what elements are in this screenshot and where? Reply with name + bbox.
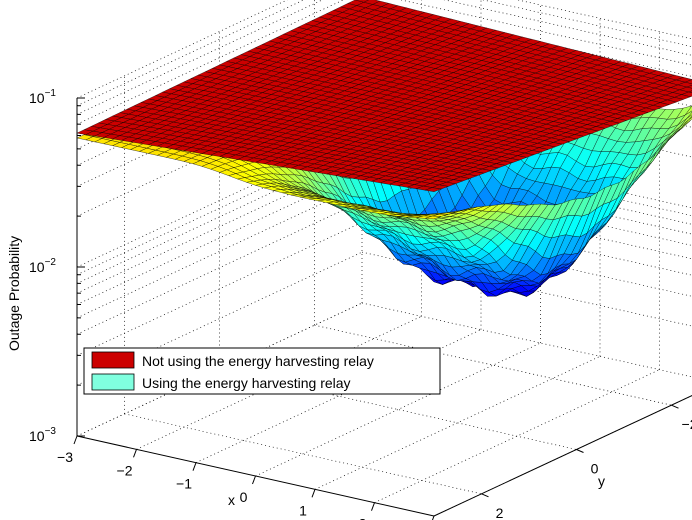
x-tick-label: −3 bbox=[57, 449, 73, 465]
grid-line-x bbox=[314, 356, 601, 490]
grid-line-z bbox=[76, 200, 363, 335]
surface-layer bbox=[76, 0, 692, 297]
legend: Not using the energy harvesting relay Us… bbox=[83, 347, 441, 395]
surface-not-using-relay-patch bbox=[688, 90, 692, 93]
grid-line-z bbox=[76, 171, 363, 305]
y-tick-label: 0 bbox=[591, 461, 599, 477]
x-tick-label: −1 bbox=[176, 476, 192, 492]
x-tick-mark bbox=[73, 435, 78, 445]
x-tick-mark bbox=[371, 502, 375, 511]
y-tick-mark bbox=[481, 493, 489, 498]
grid-line-z bbox=[76, 0, 305, 107]
y-axis-line bbox=[433, 395, 692, 517]
grid-line-z bbox=[76, 53, 363, 187]
axis-layer: −3−2−1012320−210−110−210−3 bbox=[29, 88, 692, 520]
x-tick-mark bbox=[192, 462, 197, 471]
x-tick-label: −2 bbox=[117, 462, 133, 478]
grid-line-y bbox=[314, 324, 672, 406]
grid-line-z bbox=[76, 0, 344, 125]
z-tick-label: 10−1 bbox=[29, 88, 56, 106]
y-tick-mark bbox=[671, 404, 679, 409]
x-tick-mark bbox=[431, 515, 435, 520]
z-axis-label: Outage Probability bbox=[6, 236, 22, 351]
y-axis-label: y bbox=[598, 473, 605, 489]
grid-line-z bbox=[76, 82, 363, 217]
legend-label-using: Using the energy harvesting relay bbox=[142, 375, 351, 391]
grid-line-z bbox=[76, 0, 323, 115]
legend-swatch-using bbox=[91, 373, 135, 391]
grid-line-x bbox=[195, 329, 482, 463]
surface-using-relay-patch bbox=[688, 115, 692, 120]
grid-line-z bbox=[76, 141, 363, 276]
y-tick-label: 2 bbox=[496, 505, 504, 520]
grid-line-x bbox=[255, 342, 541, 477]
x-tick-mark bbox=[133, 449, 137, 458]
x-tick-mark bbox=[252, 475, 256, 485]
x-tick-label: 1 bbox=[299, 502, 307, 518]
grid-line-z bbox=[76, 0, 288, 99]
legend-label-not-using: Not using the energy harvesting relay bbox=[142, 353, 374, 369]
surface-using-relay-patch bbox=[425, 215, 442, 220]
x-tick-label: 0 bbox=[240, 489, 248, 505]
y-tick-mark bbox=[576, 449, 584, 453]
y-tick-label: −2 bbox=[682, 416, 692, 432]
grid-line-y bbox=[124, 413, 482, 495]
x-axis-label: x bbox=[228, 492, 235, 508]
z-tick-label: 10−2 bbox=[29, 257, 56, 275]
grid-line-z bbox=[76, 133, 363, 268]
legend-box bbox=[83, 347, 441, 395]
grid-line-z bbox=[76, 184, 363, 319]
grid-line-x bbox=[433, 395, 692, 517]
grid-line-z bbox=[482, 0, 692, 48]
grid-line-z bbox=[443, 0, 692, 56]
grid-line-z bbox=[399, 0, 692, 66]
surface-not-using-relay-patch bbox=[424, 187, 442, 192]
grid-line-z bbox=[76, 159, 363, 294]
x-tick-mark bbox=[311, 489, 316, 498]
grid-line-z bbox=[516, 0, 692, 40]
legend-swatch-not-using bbox=[91, 351, 135, 369]
z-tick-label: 10−3 bbox=[29, 426, 56, 444]
x-tick-label: 2 bbox=[359, 516, 367, 520]
